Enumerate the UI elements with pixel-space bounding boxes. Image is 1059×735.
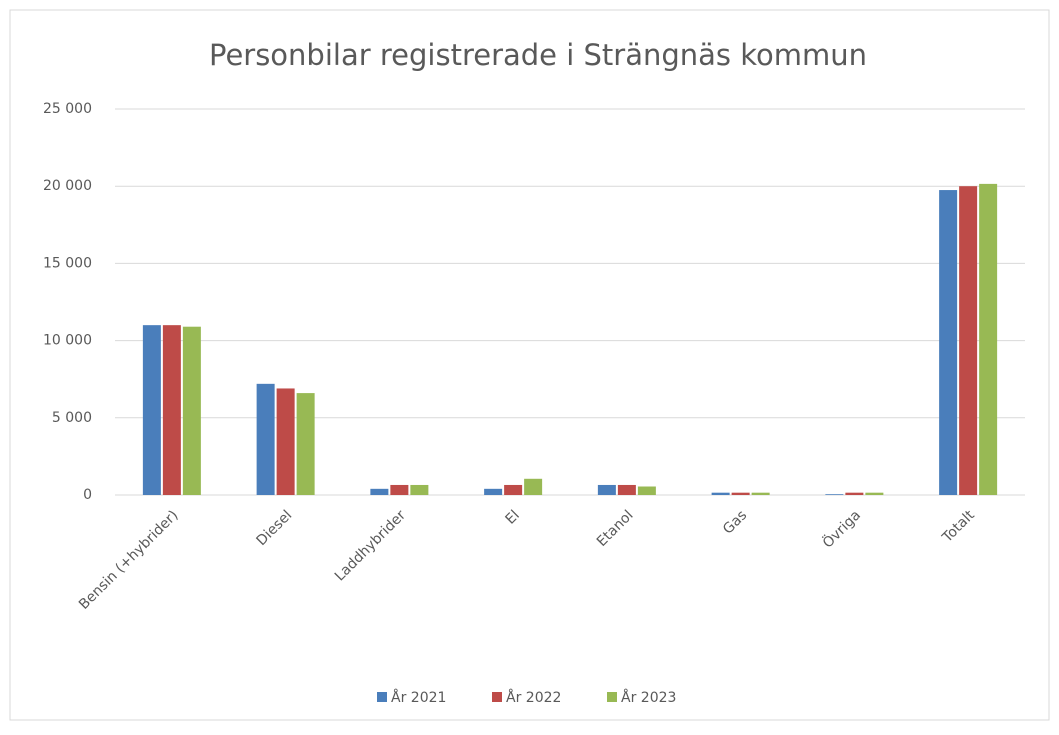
legend-label: År 2023	[621, 689, 676, 706]
bar	[711, 492, 730, 495]
bar	[939, 190, 958, 495]
bar	[296, 393, 315, 495]
bar	[637, 486, 656, 495]
bar	[370, 488, 389, 495]
bar	[504, 484, 523, 495]
bar	[256, 383, 275, 495]
bar	[597, 484, 616, 495]
legend-swatch	[607, 692, 617, 702]
y-tick-label: 5 000	[52, 410, 92, 426]
bar	[979, 183, 998, 495]
bar	[276, 388, 295, 495]
legend-swatch	[492, 692, 502, 702]
bar	[162, 325, 181, 495]
bar	[731, 492, 750, 495]
y-tick-label: 0	[83, 487, 92, 503]
legend-label: År 2022	[506, 689, 561, 706]
bar	[524, 478, 543, 495]
y-tick-label: 20 000	[43, 178, 92, 194]
bar	[182, 326, 201, 495]
bar	[751, 492, 770, 495]
bar	[617, 484, 636, 495]
bar	[410, 484, 429, 495]
legend-label: År 2021	[391, 689, 446, 706]
bar	[390, 484, 409, 495]
y-tick-label: 10 000	[43, 333, 92, 349]
y-tick-label: 15 000	[43, 255, 92, 271]
legend-swatch	[377, 692, 387, 702]
bar	[142, 325, 161, 495]
bar	[865, 492, 884, 495]
bar	[959, 186, 978, 495]
bar	[484, 488, 503, 495]
bar	[825, 494, 844, 495]
y-tick-label: 25 000	[43, 101, 92, 117]
chart-title: Personbilar registrerade i Strängnäs kom…	[209, 38, 867, 72]
bar	[845, 492, 864, 495]
